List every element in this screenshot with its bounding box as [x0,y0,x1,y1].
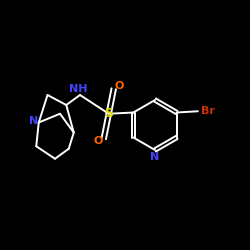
Text: N: N [150,152,160,162]
Text: N: N [28,116,38,126]
Text: O: O [94,136,103,146]
Text: NH: NH [70,84,88,94]
Text: S: S [104,107,113,120]
Text: Br: Br [201,106,215,116]
Text: O: O [114,81,124,91]
